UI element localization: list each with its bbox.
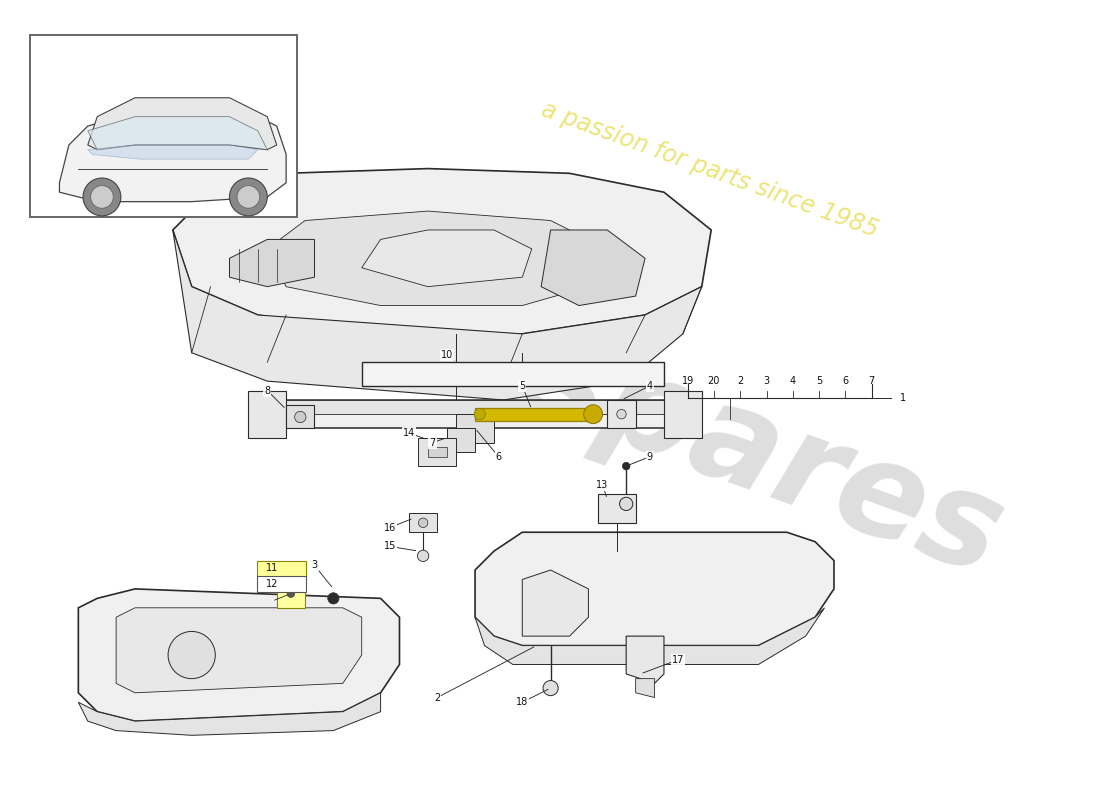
Text: 4: 4 (647, 381, 653, 391)
Polygon shape (362, 230, 531, 286)
Polygon shape (277, 579, 305, 608)
Polygon shape (78, 693, 381, 735)
Text: 7: 7 (429, 438, 436, 447)
Text: 3: 3 (311, 560, 318, 570)
Polygon shape (541, 230, 645, 306)
Polygon shape (117, 608, 362, 693)
Text: 16: 16 (384, 522, 396, 533)
Text: eurospares: eurospares (191, 198, 1020, 602)
Text: 14: 14 (403, 428, 415, 438)
Text: 12: 12 (266, 578, 278, 589)
Text: 13: 13 (596, 480, 608, 490)
Polygon shape (267, 211, 607, 306)
Polygon shape (597, 494, 636, 522)
Polygon shape (636, 678, 654, 698)
Circle shape (287, 590, 295, 598)
Polygon shape (286, 405, 315, 428)
Text: 4: 4 (790, 376, 796, 386)
Polygon shape (418, 438, 456, 466)
Text: 5: 5 (519, 381, 526, 391)
Text: 6: 6 (843, 376, 848, 386)
Circle shape (84, 178, 121, 216)
Polygon shape (173, 169, 712, 334)
Circle shape (619, 498, 632, 510)
Circle shape (90, 186, 113, 208)
Circle shape (418, 518, 428, 527)
Polygon shape (78, 589, 399, 721)
Circle shape (295, 411, 306, 422)
Polygon shape (230, 239, 315, 286)
Text: 17: 17 (672, 654, 684, 665)
Polygon shape (409, 514, 438, 532)
Circle shape (623, 462, 630, 470)
Polygon shape (59, 112, 286, 202)
Polygon shape (267, 400, 683, 414)
Circle shape (417, 550, 429, 562)
Polygon shape (267, 400, 683, 428)
Polygon shape (626, 636, 664, 683)
Polygon shape (88, 145, 257, 159)
Text: 18: 18 (516, 698, 528, 707)
Polygon shape (173, 230, 702, 400)
FancyBboxPatch shape (30, 35, 297, 217)
Text: 6: 6 (496, 452, 502, 462)
Circle shape (584, 405, 603, 424)
Polygon shape (447, 428, 475, 452)
Circle shape (230, 178, 267, 216)
Circle shape (168, 631, 216, 678)
Text: a passion for parts since 1985: a passion for parts since 1985 (538, 98, 881, 242)
Polygon shape (475, 407, 597, 421)
Text: 2: 2 (434, 693, 440, 702)
Circle shape (236, 186, 260, 208)
Text: 1: 1 (900, 393, 906, 403)
FancyBboxPatch shape (257, 561, 306, 577)
Text: 15: 15 (384, 542, 396, 551)
Circle shape (617, 410, 626, 419)
Polygon shape (88, 117, 267, 150)
Polygon shape (522, 570, 588, 636)
Text: 10: 10 (441, 350, 453, 360)
Circle shape (474, 409, 485, 420)
Polygon shape (88, 98, 277, 150)
Polygon shape (428, 447, 447, 457)
Text: 9: 9 (647, 452, 653, 462)
Text: 8: 8 (264, 386, 271, 395)
Text: 19: 19 (682, 376, 694, 386)
FancyBboxPatch shape (257, 576, 306, 592)
Text: 5: 5 (816, 376, 823, 386)
Text: 7: 7 (869, 376, 874, 386)
Polygon shape (475, 608, 825, 665)
Text: 3: 3 (763, 376, 770, 386)
Circle shape (543, 681, 558, 696)
Text: 2: 2 (737, 376, 744, 386)
Circle shape (328, 593, 339, 604)
Polygon shape (362, 362, 664, 386)
Polygon shape (475, 532, 834, 646)
Polygon shape (456, 414, 494, 442)
Polygon shape (664, 390, 702, 438)
Polygon shape (607, 400, 636, 428)
Text: 11: 11 (266, 563, 278, 573)
Polygon shape (249, 390, 286, 438)
Text: 20: 20 (707, 376, 721, 386)
